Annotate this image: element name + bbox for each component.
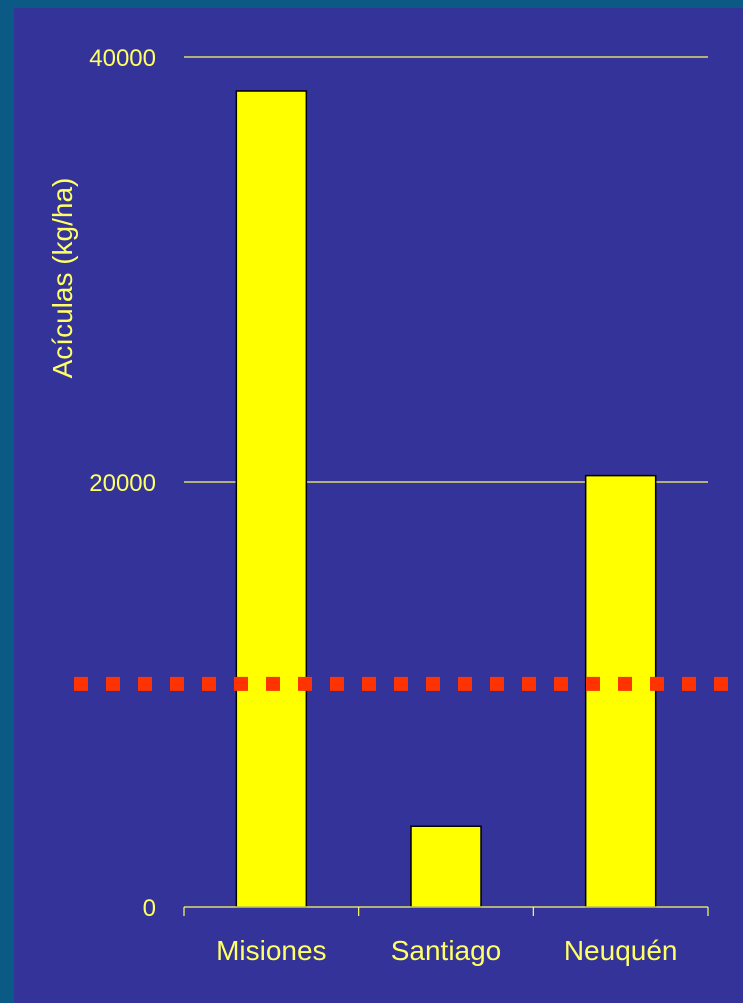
x-category-label: Misiones <box>216 935 326 966</box>
y-axis-title: Acículas (kg/ha) <box>47 178 78 379</box>
x-category-label: Neuquén <box>564 935 678 966</box>
bar-neuquén <box>584 474 657 908</box>
bar-chart: 0 20000 40000 Misiones Santiago Neuquén Acícu… <box>47 45 743 966</box>
y-tick-label: 0 <box>143 895 156 922</box>
y-tick-label: 40000 <box>89 45 156 72</box>
bar-santiago <box>410 825 482 908</box>
y-tick-label: 20000 <box>89 470 156 497</box>
bar-misiones <box>235 90 308 908</box>
slide-background: 0 20000 40000 Misiones Santiago Neuquén Acícu… <box>14 8 743 1003</box>
x-category-label: Santiago <box>391 935 502 966</box>
